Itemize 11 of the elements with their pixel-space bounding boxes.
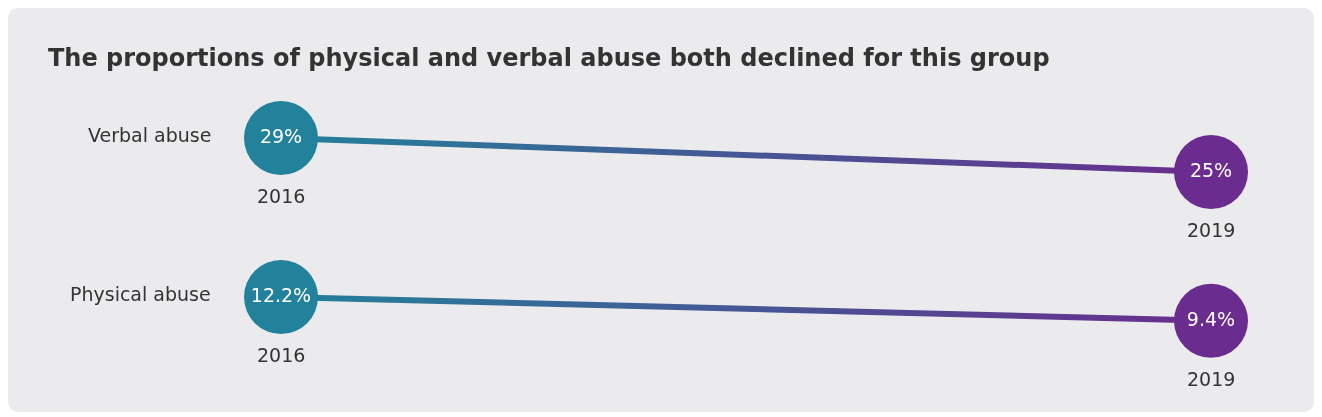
data-label: 12.2%	[250, 283, 312, 306]
data-label: 25%	[1189, 158, 1233, 181]
series-label: 2019	[1187, 219, 1236, 241]
category-label: Verbal abuse	[88, 124, 212, 146]
text: 2016	[257, 185, 306, 207]
category-label: Physical abuse	[70, 283, 211, 305]
data-label: 29%	[259, 124, 303, 147]
series-label: 2016	[257, 344, 306, 366]
data-label: 9.4%	[1186, 307, 1236, 330]
text: The proportions of physical and verbal abuse both declined for this group	[48, 44, 1050, 73]
text: 2019	[1187, 368, 1236, 390]
